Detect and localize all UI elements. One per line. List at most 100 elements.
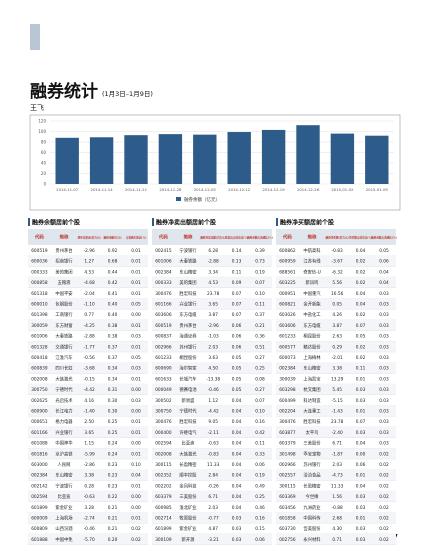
table-cell: 0.04 [356,248,366,254]
table-cell: 600839 [31,366,48,372]
table-cell: 0.03 [379,323,389,329]
table-cell: 3.65 [208,301,218,307]
table-cell: 0.40 [108,301,118,307]
table-cell: 中航高科 [303,247,321,254]
table-cell: 东山精密 [303,365,321,372]
table-cell: 3.87 [208,312,218,318]
table-cell: 0.31 [108,387,118,393]
row-stripe [152,426,272,438]
table-cell: 0.03 [356,387,366,393]
column-header: 融券净买额(百万元) [326,236,349,240]
table-cell: 0.92 [108,248,118,254]
table-cell: 海通证券 [179,333,197,340]
table-cell: -1.87 [332,451,343,457]
table-cell: -6.32 [332,269,343,275]
table-cell: 上海梅林 [303,354,321,361]
x-tick-label: 2014-12-26 [297,187,320,192]
table-cell: 0.27 [255,387,265,393]
table-cell: 0.00 [131,408,141,414]
table-cell: 江淮汽车 [55,354,73,361]
column-header: 融券余额占流通比(%) [247,236,273,240]
table-cell: 0.49 [255,483,265,489]
table-cell: 0.07 [232,312,242,318]
table-cell: 0.03 [131,366,141,372]
table-cell: 0.25 [255,366,265,372]
table-cell: 603379 [279,441,296,447]
table-cell: 0.02 [356,280,366,286]
table-cell: 0.10 [131,462,141,468]
table-cell: 0.00 [356,451,366,457]
table-cell: 3.28 [84,505,94,511]
table-cell: 0.07 [356,323,366,329]
table-cell: 0.02 [356,312,366,318]
table-cell: 0.04 [232,494,242,500]
table-cell: 3.63 [208,355,218,361]
table-cell: 贵州茅台 [55,247,72,254]
table-cell: 牧原股份 [179,514,197,521]
table-cell: 洽洽食品 [303,472,320,479]
column-header: 占流通市值比(%) [126,236,147,240]
table-cell: 0.04 [232,473,242,479]
table-cell: -1.03 [208,334,219,340]
y-tick-label: 20 [41,171,47,176]
table-cell: 0.27 [255,355,265,361]
table-cell: 0.05 [356,334,366,340]
row-stripe [276,448,396,459]
table-cell: 0.00 [131,505,141,511]
table-cell: 601858 [279,515,296,521]
table-cell: 0.40 [108,312,118,318]
table-cell: 600985 [155,505,172,511]
table-cell: 太平鸟 [306,429,319,436]
table-cell: 招商银行 [55,258,73,265]
table-cell: 300476 [155,419,172,425]
table-cell: -5.15 [332,398,343,404]
table-cell: 13.29 [331,376,344,382]
table-cell: 山西汾酒 [55,525,73,532]
table-cell: 0.01 [131,419,141,425]
table-cell: 601899 [31,505,48,511]
table-cell: 300039 [279,376,296,382]
table-cell: 东山精密 [179,268,197,275]
table-cell: 0.25 [108,419,118,425]
table-cell: 京沪高铁 [55,450,73,457]
table-cell: -5.70 [84,537,95,543]
row-stripe [28,469,148,481]
table-cell: 0.03 [379,344,389,350]
table-cell: 0.21 [255,323,265,329]
table-cell: 300750 [31,387,48,393]
table-cell: 0.04 [356,301,366,307]
table-cell: 九洲药业 [303,504,321,511]
table-cell: 0.03 [379,312,389,318]
table-cell: 0.21 [108,515,118,521]
table-cell: 002384 [155,269,172,275]
row-stripe [152,491,272,502]
table-cell: 0.25 [255,494,265,500]
table-cell: 0.30 [108,398,118,404]
table-cell: -4.25 [84,323,95,329]
section-marker [276,218,278,226]
column-header: 简称 [308,234,317,241]
table-cell: 603877 [279,430,296,436]
table-cell: 中国重汽 [303,290,321,297]
table-cell: 000400 [155,430,172,436]
table-cell: 600690 [155,366,172,372]
table-cell: 岱美股份 [303,525,321,532]
table-cell: 688561 [279,269,296,275]
table-cell: 苏州银行 [303,461,321,468]
table-cell: 长江电力 [55,407,72,414]
table-cell: 0.05 [131,355,141,361]
row-stripe [276,319,396,331]
row-stripe [276,277,396,288]
table-cell: 兴业银行 [55,429,73,436]
table-cell: 002008 [31,376,48,382]
bar [89,137,114,184]
table-cell: 0.04 [232,483,242,489]
table-cell: 0.02 [131,537,141,543]
row-stripe [276,405,396,417]
row-stripe [152,405,272,417]
row-stripe [28,491,148,502]
row-stripe [152,319,272,331]
table-cell: 0.03 [379,301,389,307]
table-cell: 0.03 [131,398,141,404]
table-header-bg [28,229,148,245]
